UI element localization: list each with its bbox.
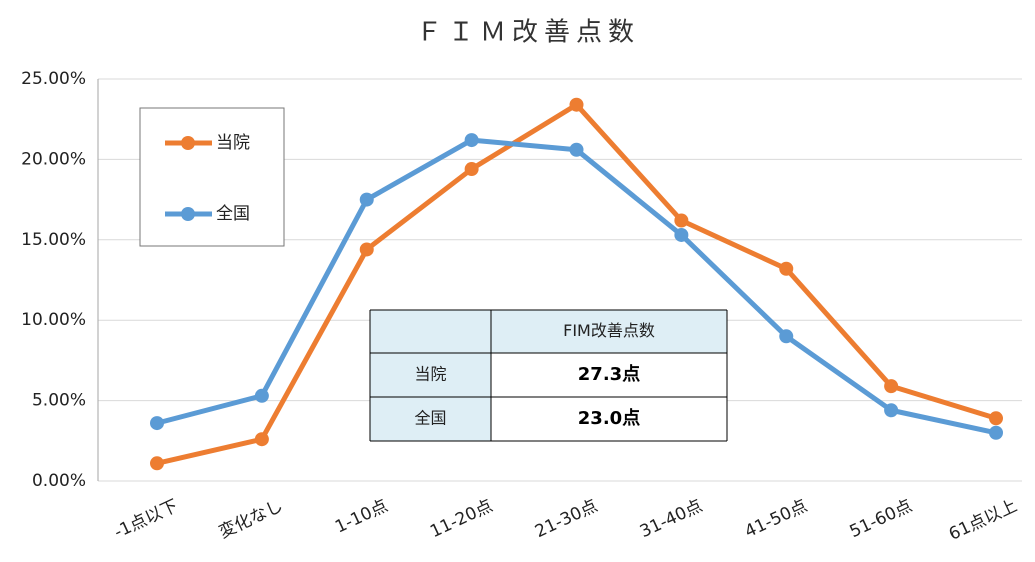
y-tick-label: 25.00% — [21, 69, 86, 89]
point — [254, 432, 269, 447]
point — [674, 213, 689, 228]
point — [674, 227, 689, 242]
table-value: 27.3点 — [578, 363, 640, 385]
legend-marker — [181, 207, 195, 221]
x-tick-label: 61点以上 — [946, 496, 1020, 545]
point — [884, 403, 899, 418]
point — [254, 388, 269, 403]
table-value: 23.0点 — [578, 407, 640, 429]
x-tick-label: 51-60点 — [847, 496, 916, 542]
legend-box — [139, 107, 285, 247]
y-tick-label: 10.00% — [21, 310, 86, 330]
legend-label: 当院 — [216, 133, 250, 153]
point — [779, 261, 794, 276]
x-tick-label: 11-20点 — [427, 496, 496, 542]
x-tick-label: 21-30点 — [532, 496, 601, 542]
point — [150, 456, 164, 471]
x-tick-label: 41-50点 — [742, 496, 811, 542]
table-header-bg — [370, 310, 727, 353]
point — [150, 416, 164, 431]
y-tick-label: 15.00% — [21, 230, 86, 250]
point — [359, 192, 374, 207]
legend-marker — [181, 136, 195, 150]
point — [464, 162, 479, 177]
table-header: FIM改善点数 — [563, 321, 655, 340]
table-row-label: 全国 — [414, 409, 446, 428]
point — [569, 97, 584, 112]
point — [779, 329, 794, 344]
legend-label: 全国 — [216, 204, 250, 224]
point — [464, 133, 479, 148]
y-tick-label: 0.00% — [32, 471, 86, 491]
point — [359, 242, 374, 257]
y-tick-label: 5.00% — [32, 391, 86, 411]
point — [989, 425, 1003, 440]
x-tick-label: 変化なし — [216, 496, 286, 543]
point — [989, 411, 1003, 426]
chart-title: ＦＩＭ改善点数 — [416, 18, 640, 48]
x-tick-label: 1-10点 — [332, 496, 391, 538]
point — [569, 142, 584, 157]
x-tick-label: 31-40点 — [637, 496, 706, 542]
y-tick-label: 20.00% — [21, 149, 86, 169]
x-tick-label: -1点以下 — [111, 496, 181, 543]
point — [884, 379, 899, 394]
table-row-label: 当院 — [414, 365, 446, 384]
